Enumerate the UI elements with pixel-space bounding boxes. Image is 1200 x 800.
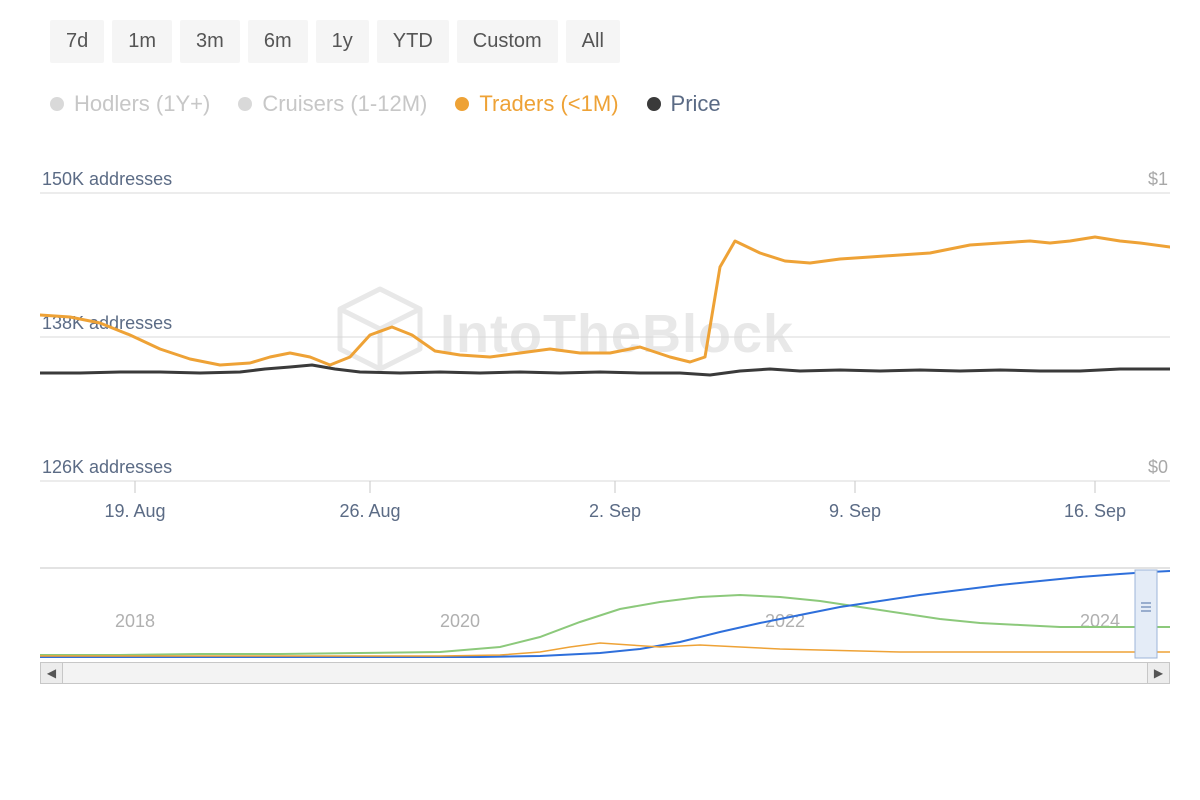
y-axis-left-labels: 150K addresses138K addresses126K address… xyxy=(42,169,172,477)
x-axis-ticks: 19. Aug 26. Aug 2. Sep 9. Sep 16. Sep xyxy=(104,481,1126,521)
legend-dot-icon xyxy=(647,97,661,111)
legend-item-hodlers[interactable]: Hodlers (1Y+) xyxy=(50,91,210,117)
legend-dot-icon xyxy=(238,97,252,111)
main-chart[interactable]: IntoTheBlock 150K addresses138K addresse… xyxy=(0,167,1200,547)
legend-label: Price xyxy=(671,91,721,117)
svg-text:150K addresses: 150K addresses xyxy=(42,169,172,189)
time-btn-7d[interactable]: 7d xyxy=(50,20,104,63)
time-btn-1y[interactable]: 1y xyxy=(316,20,369,63)
legend-label: Hodlers (1Y+) xyxy=(74,91,210,117)
svg-text:26. Aug: 26. Aug xyxy=(339,501,400,521)
svg-text:126K addresses: 126K addresses xyxy=(42,457,172,477)
legend-dot-icon xyxy=(50,97,64,111)
time-btn-custom[interactable]: Custom xyxy=(457,20,558,63)
gridlines xyxy=(40,193,1170,481)
minimap[interactable]: 2018202020222024 ◀ ▶ xyxy=(40,567,1170,687)
legend: Hodlers (1Y+) Cruisers (1-12M) Traders (… xyxy=(0,91,1200,117)
minimap-series-green xyxy=(40,595,1170,655)
svg-text:9. Sep: 9. Sep xyxy=(829,501,881,521)
time-btn-ytd[interactable]: YTD xyxy=(377,20,449,63)
scroll-left-button[interactable]: ◀ xyxy=(41,663,63,683)
time-range-buttons: 7d 1m 3m 6m 1y YTD Custom All xyxy=(0,20,1200,63)
legend-label: Cruisers (1-12M) xyxy=(262,91,427,117)
svg-text:2020: 2020 xyxy=(440,611,480,631)
scroll-right-button[interactable]: ▶ xyxy=(1147,663,1169,683)
legend-dot-icon xyxy=(455,97,469,111)
minimap-selection-handle[interactable] xyxy=(1135,570,1157,658)
legend-item-price[interactable]: Price xyxy=(647,91,721,117)
time-btn-1m[interactable]: 1m xyxy=(112,20,172,63)
svg-text:$1: $1 xyxy=(1148,169,1168,189)
time-btn-all[interactable]: All xyxy=(566,20,620,63)
svg-text:16. Sep: 16. Sep xyxy=(1064,501,1126,521)
time-btn-6m[interactable]: 6m xyxy=(248,20,308,63)
svg-text:2018: 2018 xyxy=(115,611,155,631)
series-price-line xyxy=(40,365,1170,375)
scroll-track[interactable] xyxy=(63,663,1147,683)
y-axis-right-labels: $1 $0 xyxy=(1148,169,1168,477)
svg-text:19. Aug: 19. Aug xyxy=(104,501,165,521)
minimap-scrollbar[interactable]: ◀ ▶ xyxy=(40,662,1170,684)
svg-text:$0: $0 xyxy=(1148,457,1168,477)
time-btn-3m[interactable]: 3m xyxy=(180,20,240,63)
legend-item-traders[interactable]: Traders (<1M) xyxy=(455,91,618,117)
watermark-text: IntoTheBlock xyxy=(440,304,794,364)
svg-text:2. Sep: 2. Sep xyxy=(589,501,641,521)
legend-item-cruisers[interactable]: Cruisers (1-12M) xyxy=(238,91,427,117)
legend-label: Traders (<1M) xyxy=(479,91,618,117)
